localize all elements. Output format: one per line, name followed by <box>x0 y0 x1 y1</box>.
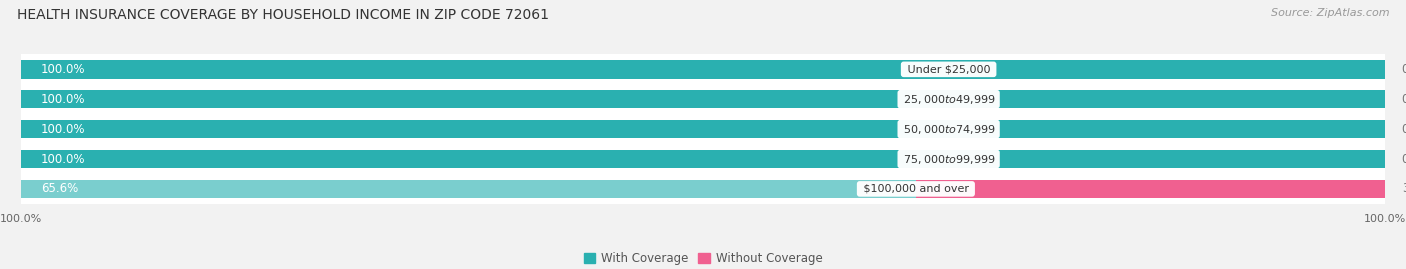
Text: 100.0%: 100.0% <box>41 153 86 165</box>
Text: 0.0%: 0.0% <box>1402 123 1406 136</box>
Text: 0.0%: 0.0% <box>1402 93 1406 106</box>
Text: 0.0%: 0.0% <box>1402 153 1406 165</box>
Bar <box>21 180 1385 198</box>
Text: $75,000 to $99,999: $75,000 to $99,999 <box>900 153 997 165</box>
Bar <box>21 84 1385 114</box>
Bar <box>21 114 1385 144</box>
Text: 34.4%: 34.4% <box>1402 182 1406 195</box>
Bar <box>21 180 915 198</box>
Text: HEALTH INSURANCE COVERAGE BY HOUSEHOLD INCOME IN ZIP CODE 72061: HEALTH INSURANCE COVERAGE BY HOUSEHOLD I… <box>17 8 548 22</box>
Bar <box>21 120 1385 138</box>
Bar <box>21 54 1385 84</box>
Text: $100,000 and over: $100,000 and over <box>859 184 972 194</box>
Bar <box>21 144 1385 174</box>
Bar <box>21 174 1385 204</box>
Text: 100.0%: 100.0% <box>41 123 86 136</box>
Bar <box>915 180 1385 198</box>
Text: 65.6%: 65.6% <box>41 182 79 195</box>
Text: 0.0%: 0.0% <box>1402 63 1406 76</box>
Text: $25,000 to $49,999: $25,000 to $49,999 <box>900 93 997 106</box>
Bar <box>21 90 1385 108</box>
Text: 100.0%: 100.0% <box>41 63 86 76</box>
Text: Under $25,000: Under $25,000 <box>904 64 994 74</box>
Bar <box>21 150 1385 168</box>
Bar <box>21 60 1385 79</box>
Bar <box>21 120 1385 138</box>
Bar <box>21 60 1385 79</box>
Legend: With Coverage, Without Coverage: With Coverage, Without Coverage <box>583 252 823 265</box>
Bar <box>21 150 1385 168</box>
Bar <box>21 90 1385 108</box>
Text: Source: ZipAtlas.com: Source: ZipAtlas.com <box>1271 8 1389 18</box>
Text: 100.0%: 100.0% <box>41 93 86 106</box>
Text: $50,000 to $74,999: $50,000 to $74,999 <box>900 123 997 136</box>
